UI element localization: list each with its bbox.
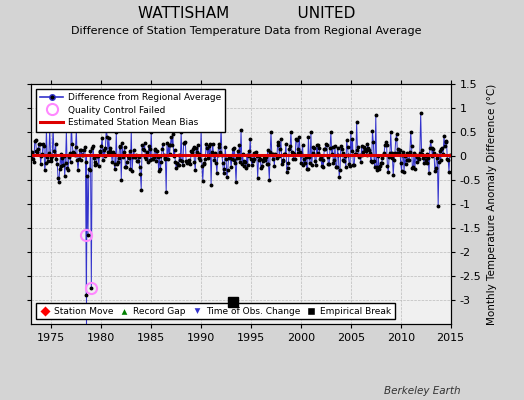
Y-axis label: Monthly Temperature Anomaly Difference (°C): Monthly Temperature Anomaly Difference (… [487, 83, 497, 325]
Text: Difference of Station Temperature Data from Regional Average: Difference of Station Temperature Data f… [71, 26, 421, 36]
Text: WATTISHAM              UNITED: WATTISHAM UNITED [138, 6, 355, 21]
Text: Berkeley Earth: Berkeley Earth [385, 386, 461, 396]
Legend: Station Move, Record Gap, Time of Obs. Change, Empirical Break: Station Move, Record Gap, Time of Obs. C… [36, 303, 395, 320]
